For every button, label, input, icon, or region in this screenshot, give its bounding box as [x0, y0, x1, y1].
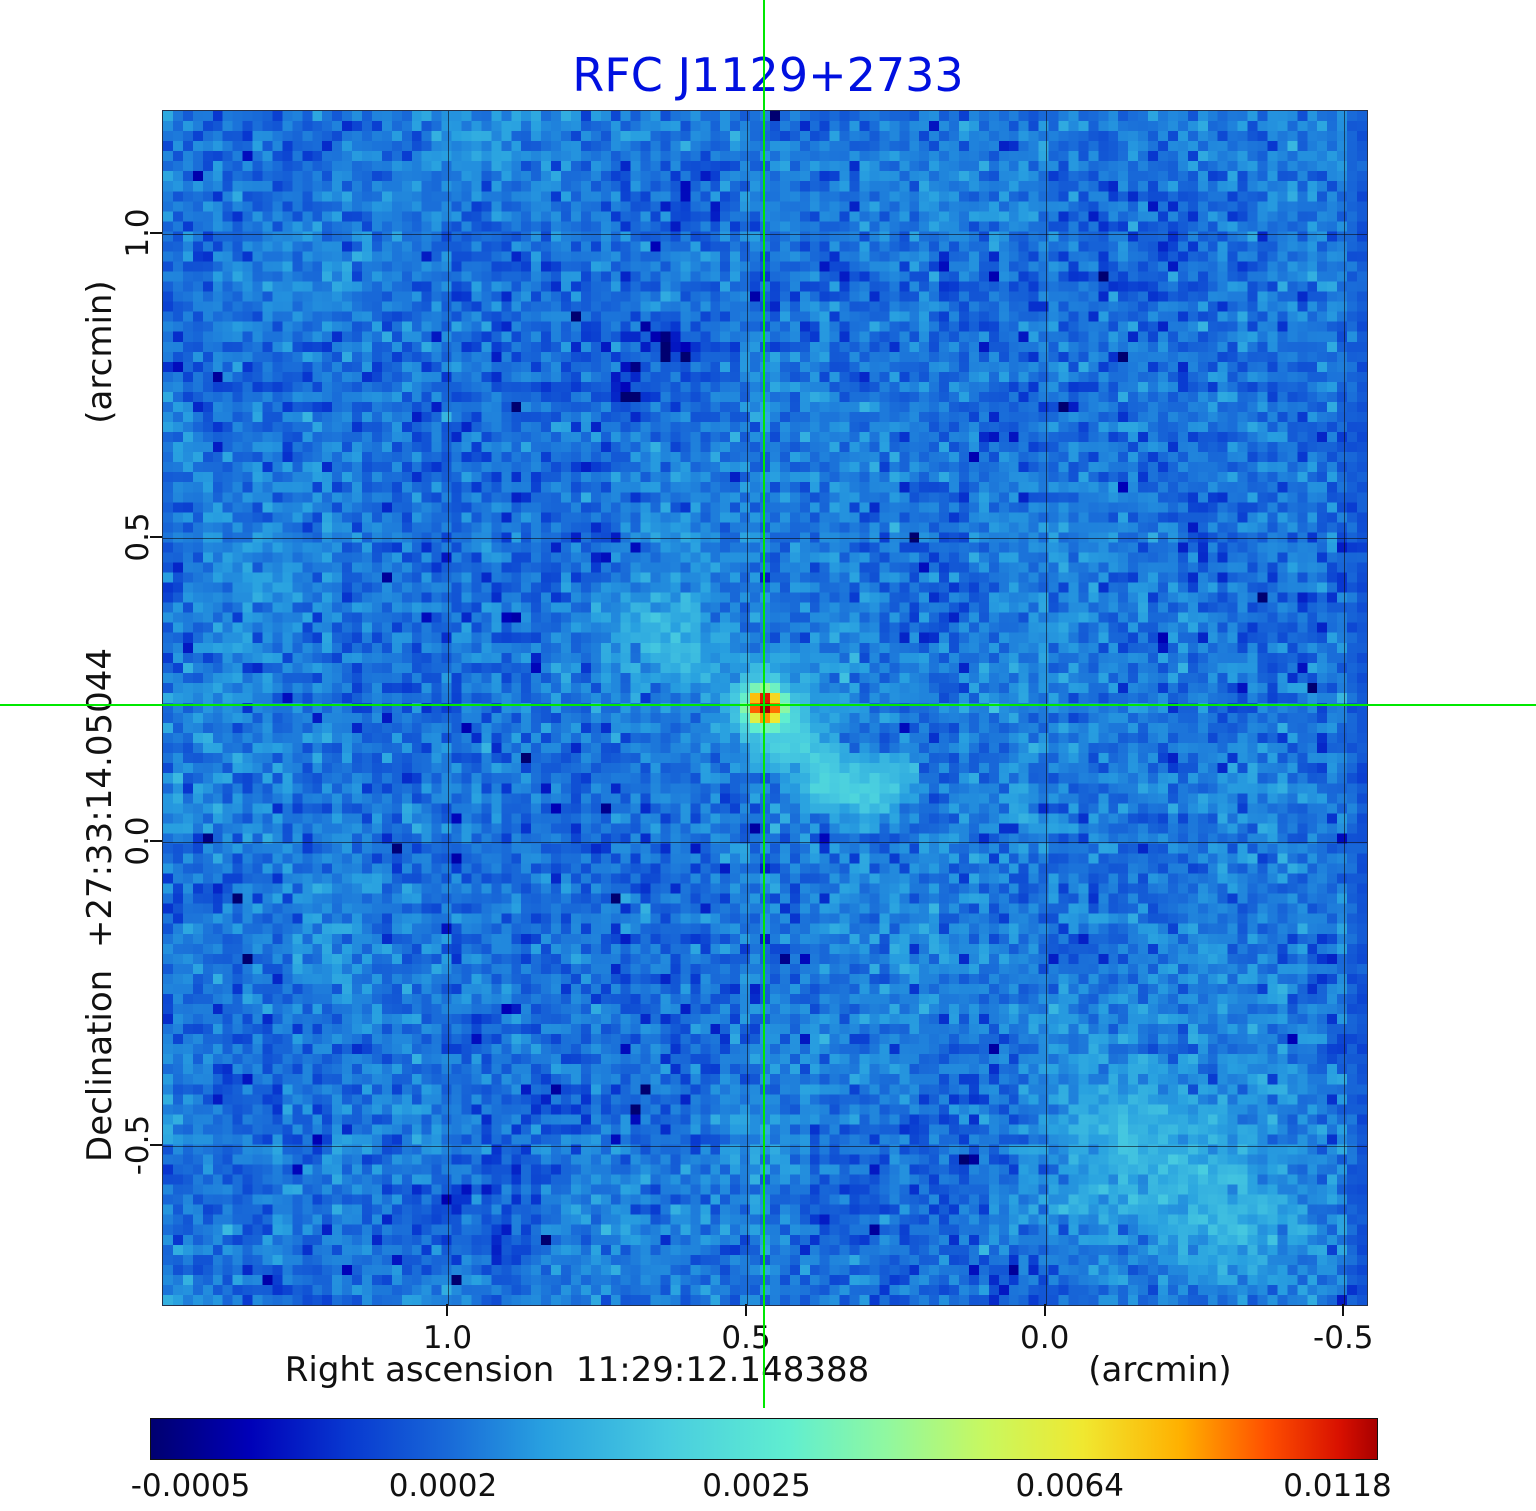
y-axis-tick-mark [150, 840, 162, 843]
grid-line-vertical [747, 111, 749, 1305]
colorbar-tick-label-4: 0.0118 [1283, 1468, 1392, 1504]
grid-line-vertical [1045, 111, 1047, 1305]
sky-map-panel [162, 110, 1368, 1306]
y-axis-tick-mark [150, 231, 162, 234]
x-tick-label-2: 0.0 [1020, 1320, 1070, 1356]
crosshair-horizontal-line [0, 704, 1536, 707]
grid-line-horizontal [163, 1146, 1367, 1148]
x-axis-tick-mark [745, 1304, 748, 1316]
colorbar-tick-label-0: -0.0005 [130, 1468, 251, 1504]
y-axis-unit: (arcmin) [80, 280, 120, 424]
grid-line-vertical [448, 111, 450, 1305]
crosshair-vertical-line [763, 0, 765, 1408]
grid-line-vertical [1344, 111, 1346, 1305]
x-axis-tick-mark [1043, 1304, 1046, 1316]
y-axis-label: Declination +27:33:14.05044 [80, 648, 120, 1162]
x-axis-tick-mark [446, 1304, 449, 1316]
colorbar-tick-label-1: 0.0002 [388, 1468, 498, 1504]
heatmap-canvas [163, 111, 1367, 1305]
x-axis-unit: (arcmin) [1088, 1350, 1232, 1390]
plot-title: RFC J1129+2733 [572, 48, 964, 102]
y-axis-tick-mark [150, 1144, 162, 1147]
x-tick-label-1: 0.5 [721, 1320, 771, 1356]
colorbar-tick-label-3: 0.0064 [1015, 1468, 1124, 1504]
grid-line-horizontal [163, 842, 1367, 844]
colorbar-tick-label-2: 0.0025 [702, 1468, 811, 1504]
x-axis-tick-mark [1342, 1304, 1345, 1316]
grid-line-horizontal [163, 537, 1367, 539]
x-tick-label-3: -0.5 [1313, 1320, 1374, 1356]
grid-line-horizontal [163, 233, 1367, 235]
colorbar [150, 1418, 1378, 1460]
x-axis-label: Right ascension 11:29:12.148388 [284, 1350, 870, 1390]
y-axis-tick-mark [150, 535, 162, 538]
x-tick-label-0: 1.0 [422, 1320, 473, 1356]
